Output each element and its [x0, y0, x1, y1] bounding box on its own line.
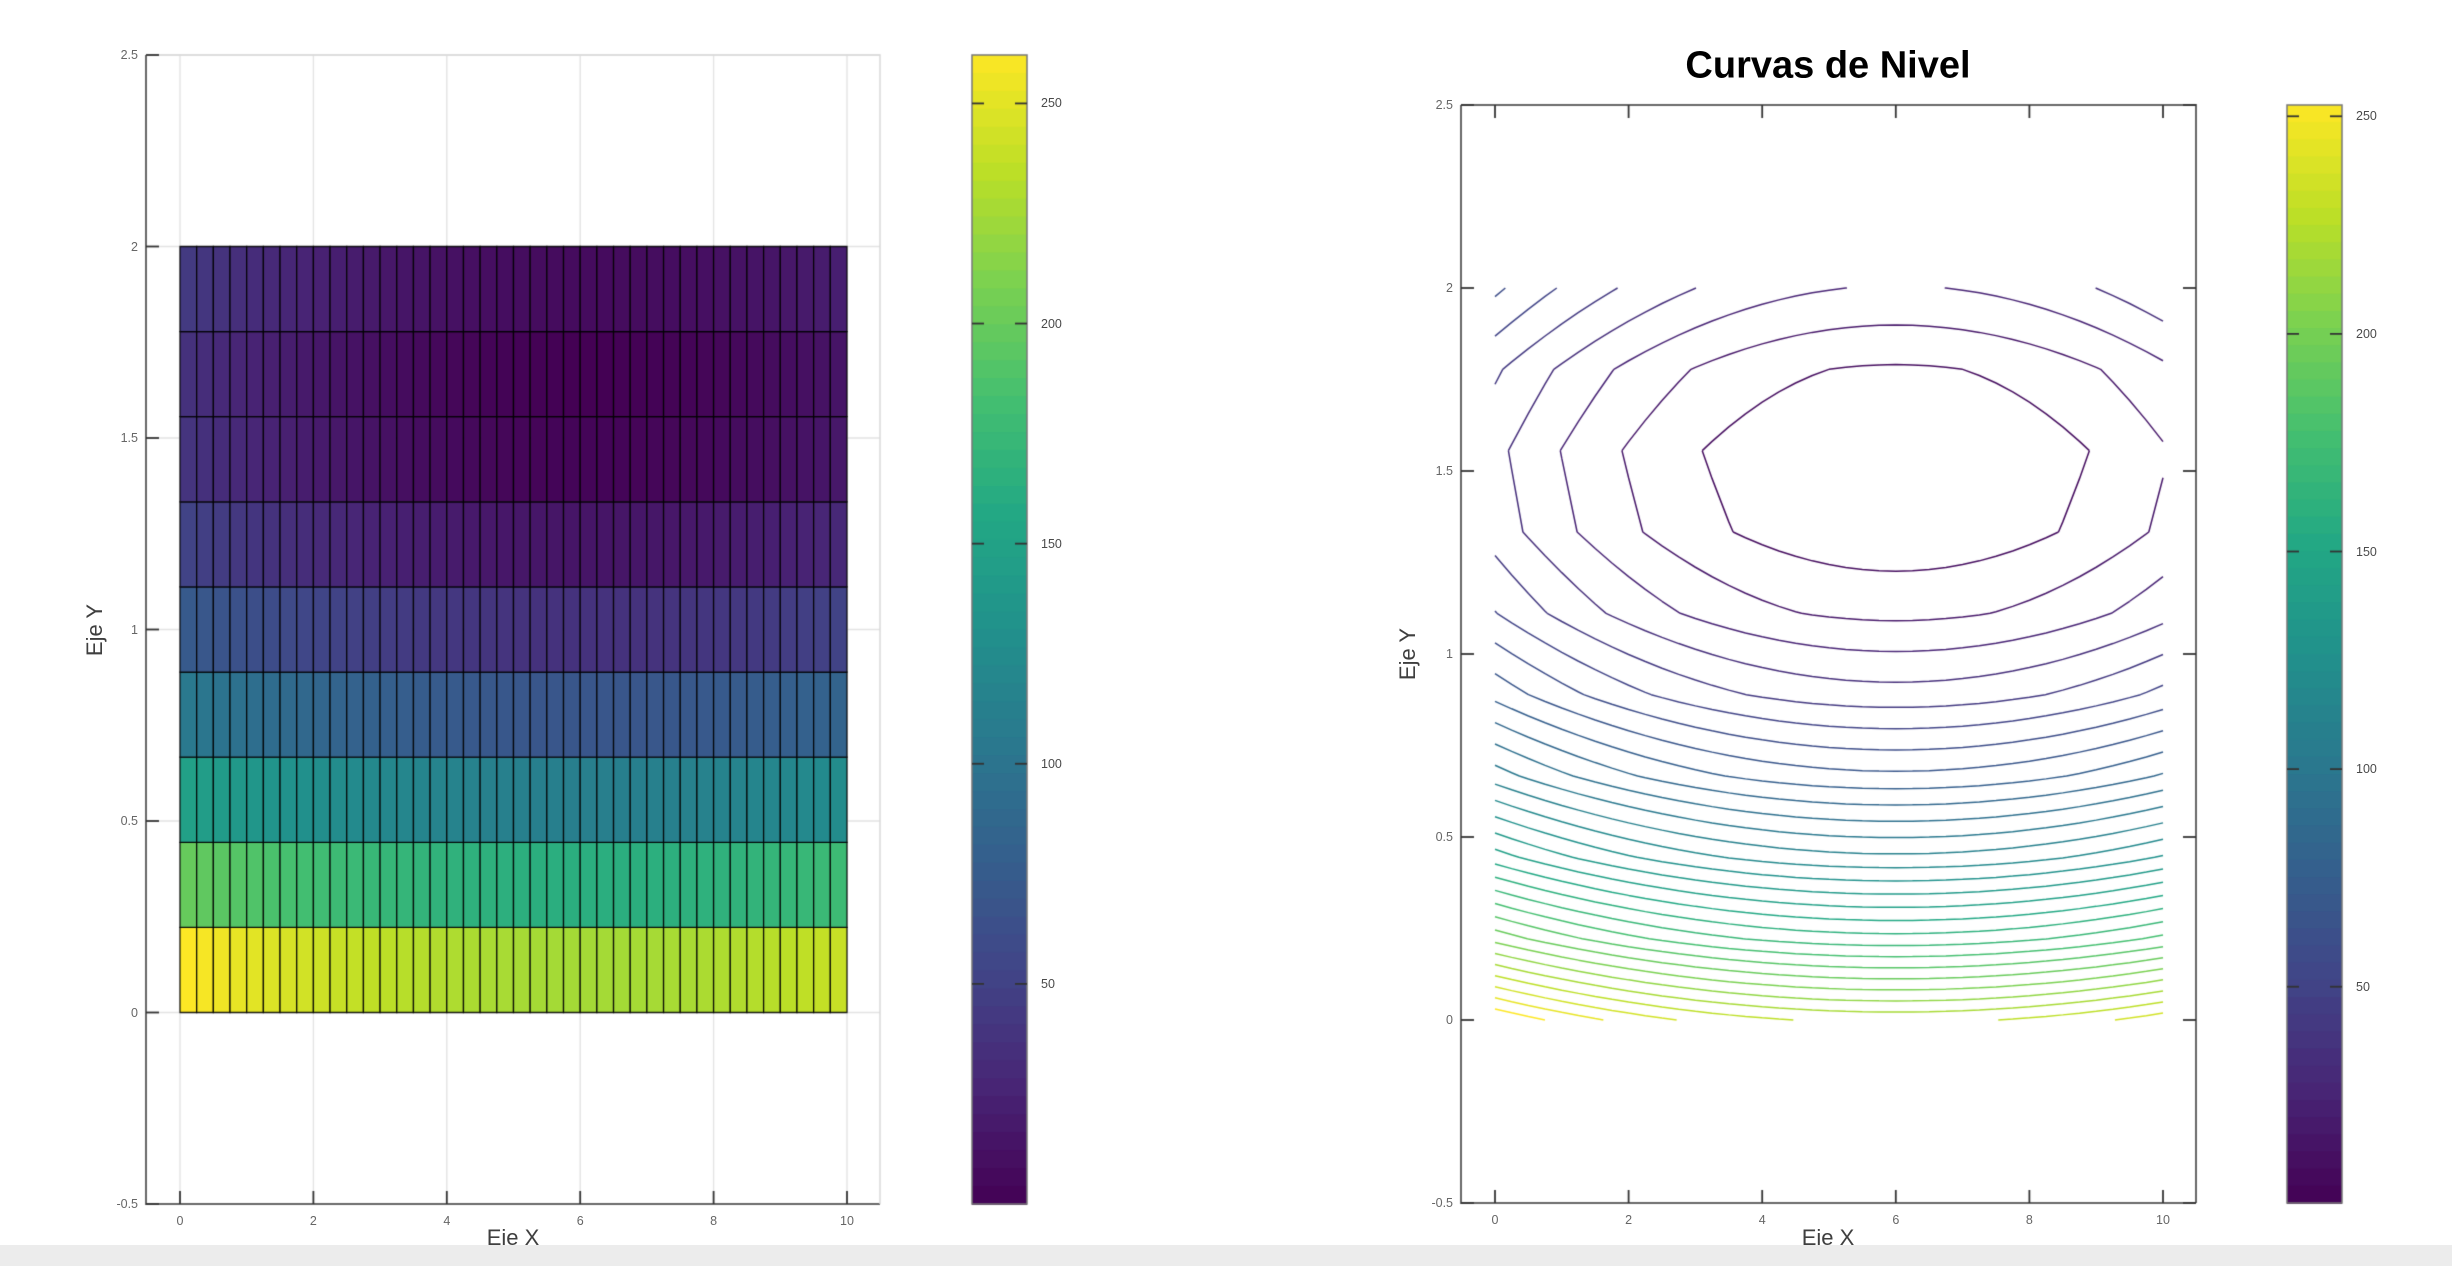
window-footer-strip [0, 1245, 2452, 1266]
contour-colorbar-tick-label: 100 [2356, 762, 2377, 777]
contour-colorbar-tick-label: 200 [2356, 326, 2377, 341]
surface-colorbar-tick-label: 200 [1041, 316, 1062, 331]
contour-ytick-label: 0.5 [1435, 830, 1453, 844]
surface-colorbar-tick-label: 50 [1041, 976, 1055, 991]
contour-yaxis-label: Eje Y [1395, 627, 1420, 681]
surface-xtick-label: 8 [710, 1214, 718, 1228]
surface-xtick-label: 4 [443, 1214, 451, 1228]
surface-xtick-label: 0 [176, 1214, 184, 1228]
contour-ytick-label: 1 [1446, 647, 1453, 661]
contour-ytick-label: -0.5 [1431, 1196, 1453, 1210]
contour-colorbar-tick-label: 250 [2356, 109, 2377, 124]
contour-ytick-label: 0 [1446, 1013, 1453, 1027]
contour-ytick-label: 2 [1446, 281, 1453, 295]
contour-ytick-label: 1.5 [1435, 464, 1453, 478]
contour-xtick-label: 4 [1758, 1213, 1766, 1227]
surface-xtick-label: 10 [840, 1214, 854, 1228]
contour-xtick-label: 10 [2156, 1213, 2170, 1227]
contour-colorbar-tick-label: 150 [2356, 544, 2377, 559]
surface-xtick-label: 6 [576, 1214, 584, 1228]
surface-colorbar-tick-label: 100 [1041, 756, 1062, 771]
surface-yaxis-label: Eje Y [82, 603, 107, 657]
contour-ytick-label: 2.5 [1435, 98, 1453, 112]
surface-ytick-label: 1 [131, 622, 138, 637]
surface-ytick-label: 2 [131, 239, 138, 254]
surface-ytick-label: 1.5 [120, 431, 138, 445]
surface-colorbar-tick-label: 250 [1041, 96, 1062, 111]
contour-xtick-label: 8 [2025, 1213, 2033, 1227]
surface-xtick-label: 2 [309, 1214, 317, 1228]
surface-ytick-label: 2.5 [120, 48, 138, 62]
contour-xtick-label: 0 [1491, 1213, 1499, 1227]
contour-xtick-label: 6 [1892, 1213, 1900, 1227]
surface-colorbar-tick-label: 150 [1041, 536, 1062, 551]
contour-xtick-label: 2 [1625, 1213, 1633, 1227]
surface-ytick-label: 0.5 [120, 814, 138, 828]
surface-ytick-label: -0.5 [116, 1197, 138, 1211]
contour-plot-title: Curvas de Nivel [1685, 44, 1971, 87]
contour-colorbar-tick-label: 50 [2356, 979, 2370, 994]
surface-ytick-label: 0 [131, 1005, 138, 1020]
